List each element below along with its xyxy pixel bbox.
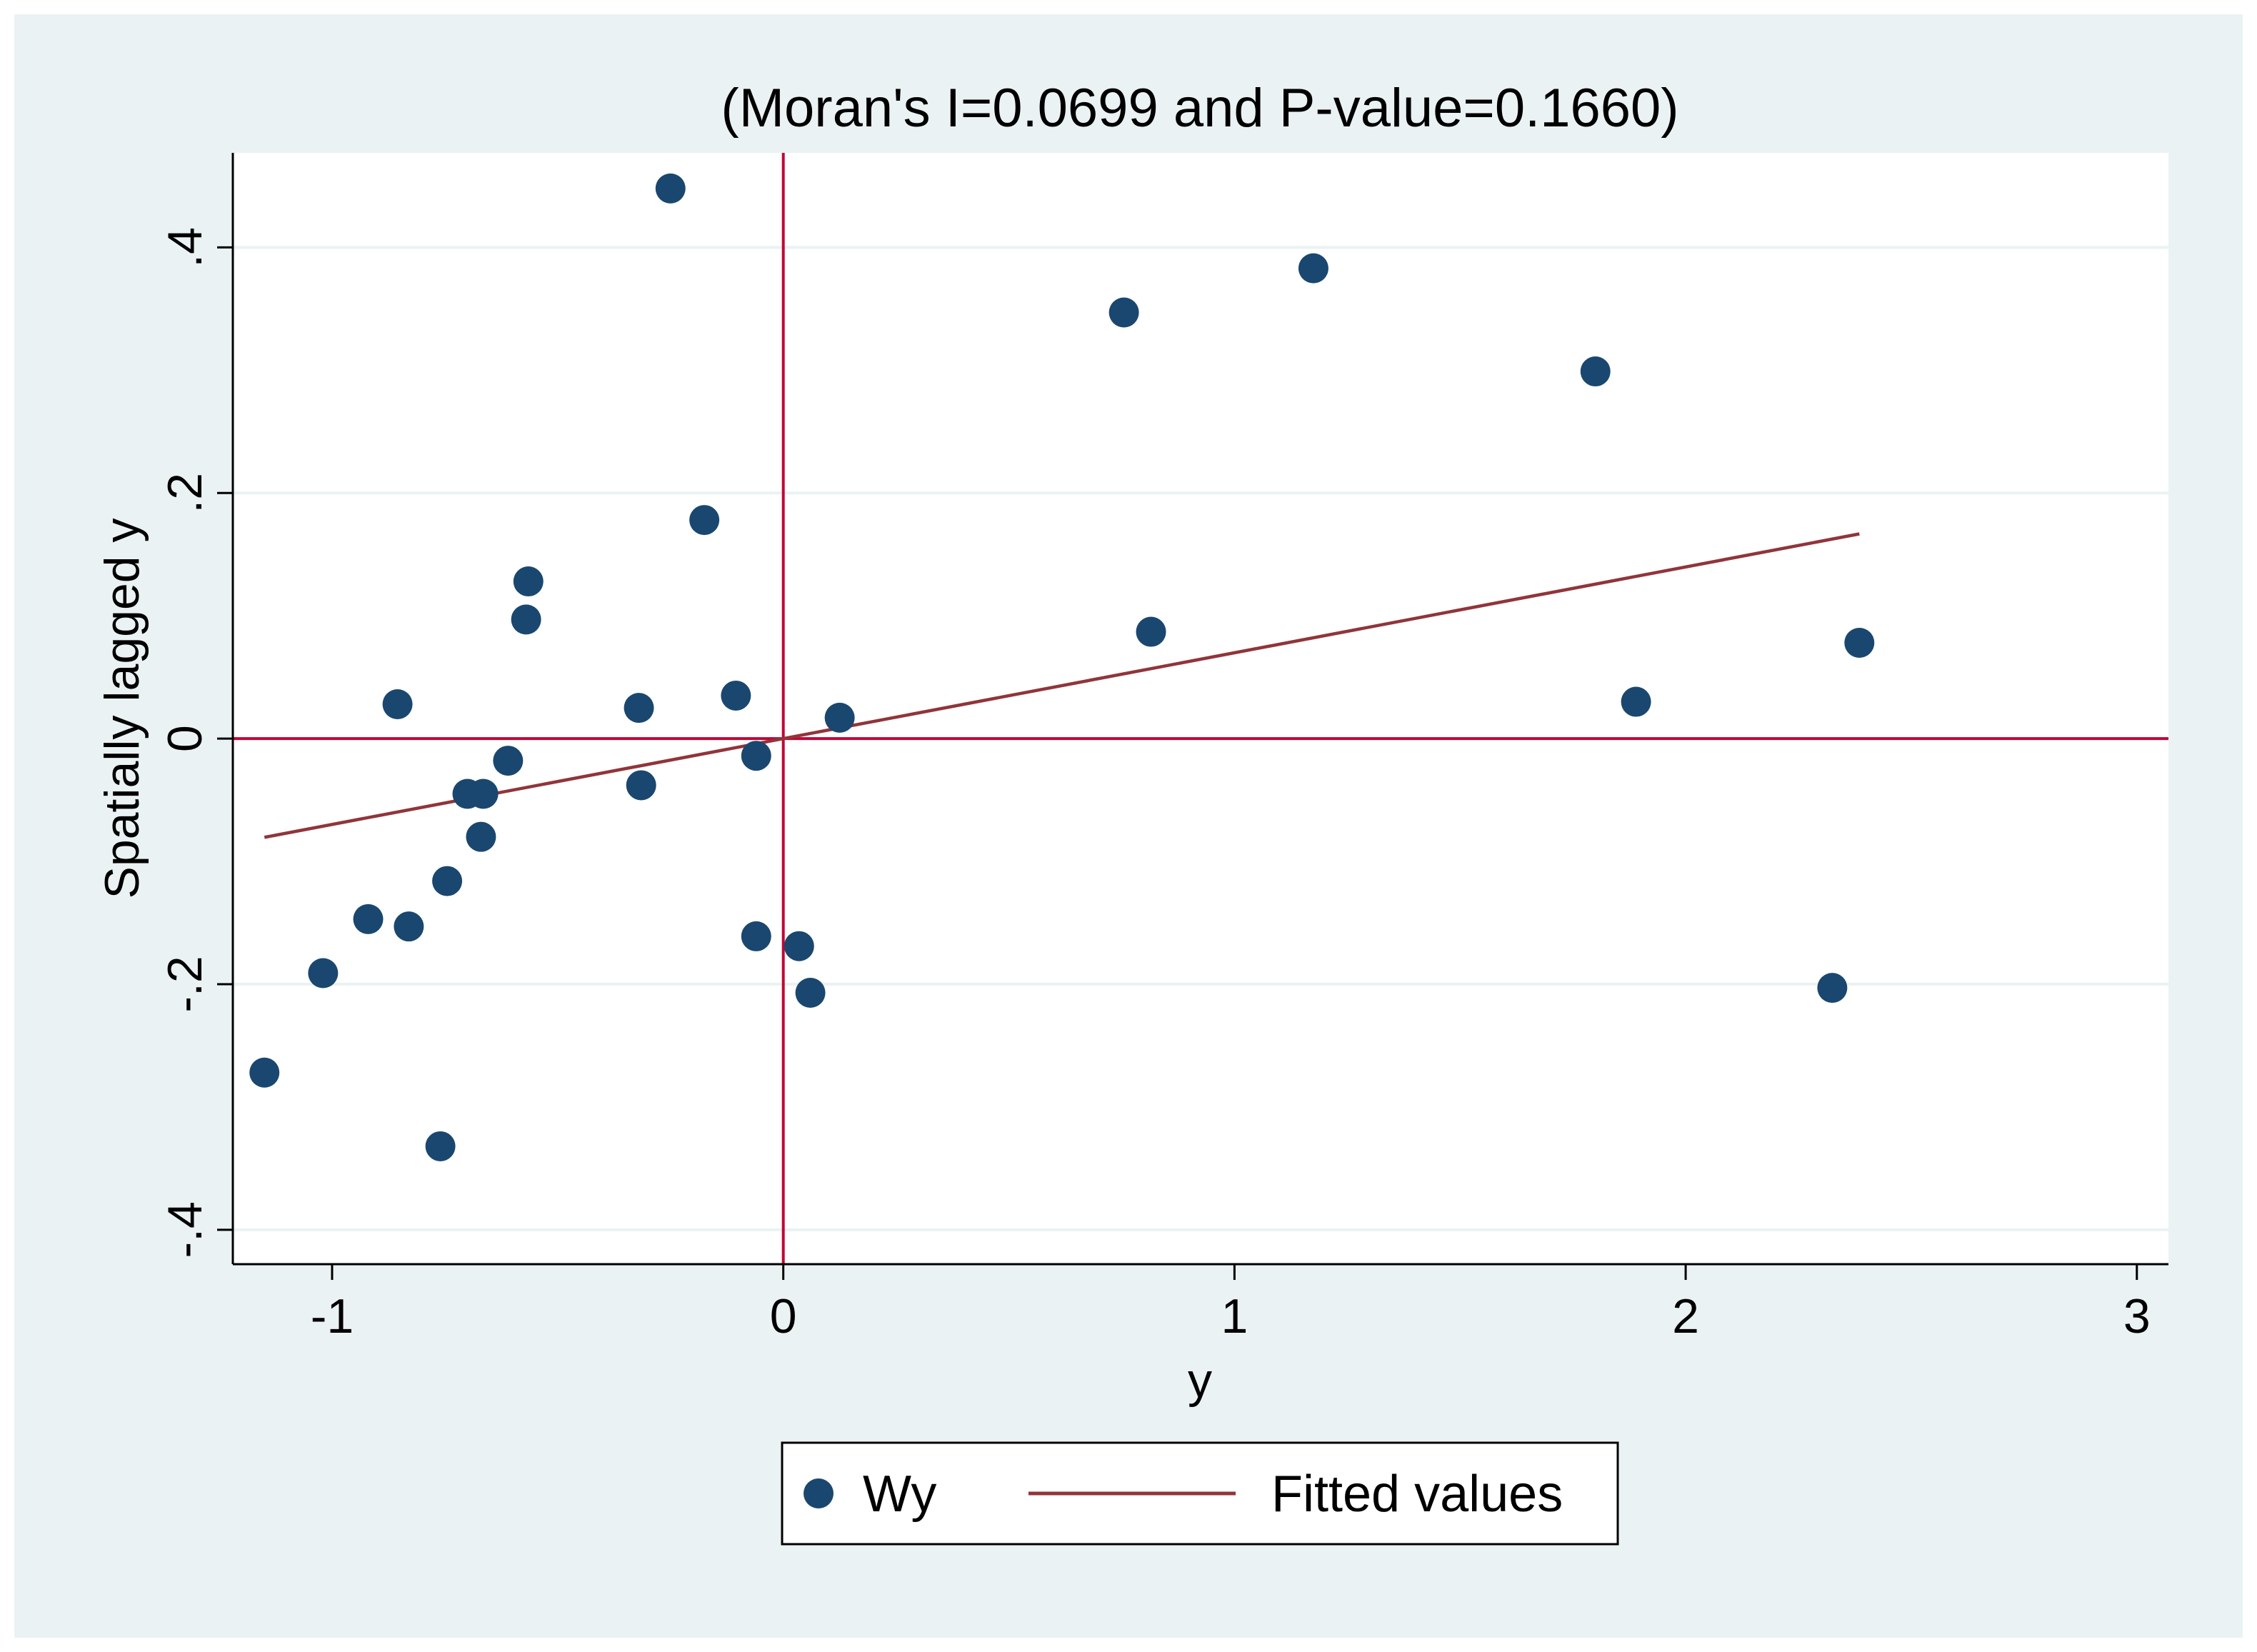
legend-label-wy: Wy bbox=[863, 1466, 936, 1523]
data-point bbox=[511, 604, 541, 635]
data-point bbox=[624, 693, 654, 724]
axes: -.4 -.2 0 .2 .4 -1 0 1 2 3 bbox=[158, 153, 2168, 1343]
data-point bbox=[721, 680, 751, 711]
data-point bbox=[493, 746, 524, 776]
y-tick-label: 0 bbox=[158, 725, 212, 752]
data-point bbox=[1136, 616, 1166, 647]
data-point bbox=[655, 173, 686, 204]
data-point bbox=[1621, 686, 1651, 717]
data-point bbox=[741, 741, 771, 771]
y-tick-label: .2 bbox=[158, 473, 212, 514]
data-point bbox=[308, 958, 339, 988]
data-point bbox=[795, 978, 826, 1008]
data-point bbox=[353, 903, 384, 934]
data-point bbox=[1109, 297, 1139, 328]
data-point bbox=[466, 821, 496, 852]
legend-label-fitted: Fitted values bbox=[1271, 1466, 1563, 1523]
data-point bbox=[249, 1057, 280, 1088]
data-point bbox=[1844, 628, 1875, 659]
data-point bbox=[824, 702, 855, 733]
plot-area bbox=[233, 153, 2168, 1264]
chart-title: (Moran's I=0.0699 and P-value=0.1660) bbox=[721, 78, 1678, 139]
y-tick-label: .4 bbox=[158, 227, 212, 268]
y-axis-label: Spatially lagged y bbox=[95, 518, 149, 898]
data-point bbox=[1817, 973, 1848, 1003]
data-point bbox=[468, 779, 499, 809]
reference-lines bbox=[233, 153, 2168, 1264]
data-point bbox=[741, 921, 771, 951]
x-tick-label: -1 bbox=[311, 1289, 354, 1343]
data-points bbox=[249, 173, 1875, 1161]
data-point bbox=[513, 566, 544, 597]
x-tick-label: 1 bbox=[1221, 1289, 1248, 1343]
data-point bbox=[382, 689, 413, 719]
x-axis-label: y bbox=[1188, 1353, 1212, 1408]
data-point bbox=[425, 1131, 456, 1161]
fitted-line-layer bbox=[264, 532, 1860, 839]
data-point bbox=[1580, 356, 1611, 387]
data-point bbox=[1298, 253, 1328, 284]
fitted-line bbox=[264, 532, 1860, 839]
x-tick-label: 0 bbox=[770, 1289, 797, 1343]
x-tick-label: 2 bbox=[1672, 1289, 1699, 1343]
graph-background: (Moran's I=0.0699 and P-value=0.1660) -.… bbox=[14, 14, 2243, 1638]
data-point bbox=[432, 866, 463, 896]
y-tick-label: -.4 bbox=[158, 1201, 212, 1258]
scatter-chart: (Moran's I=0.0699 and P-value=0.1660) -.… bbox=[95, 78, 2168, 1546]
legend: Wy Fitted values bbox=[781, 1441, 1619, 1546]
data-point bbox=[626, 770, 656, 801]
x-tick-label: 3 bbox=[2123, 1289, 2151, 1343]
legend-marker-wy bbox=[804, 1478, 834, 1508]
y-tick-label: -.2 bbox=[158, 956, 212, 1012]
data-point bbox=[784, 931, 814, 961]
data-point bbox=[394, 911, 424, 942]
data-point bbox=[689, 505, 720, 536]
